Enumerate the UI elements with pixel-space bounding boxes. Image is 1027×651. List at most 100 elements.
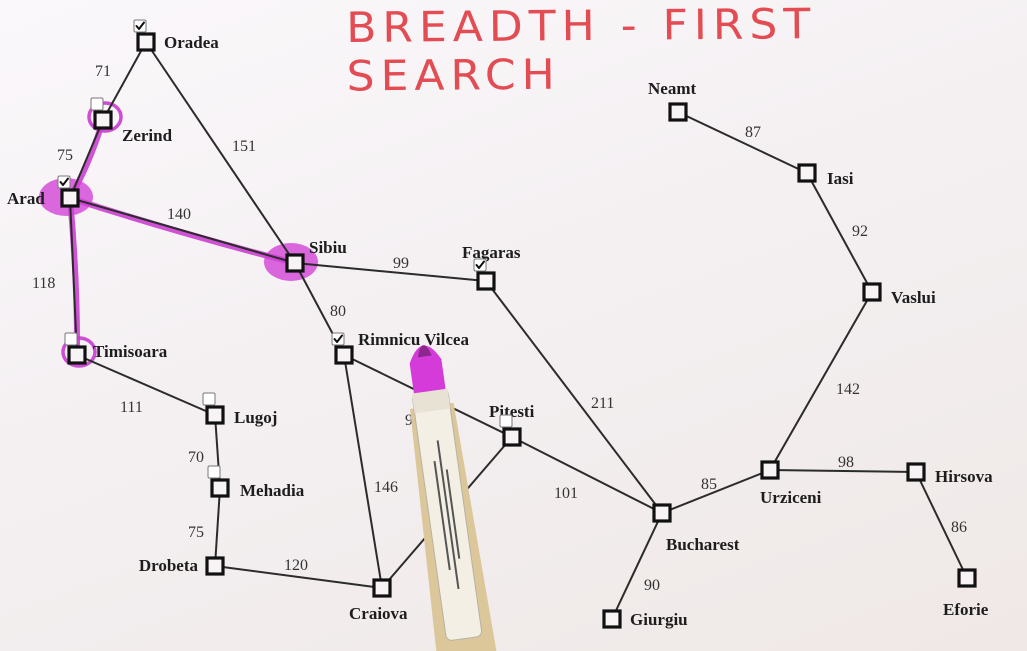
edge-cost-mehadia-drobeta: 75 — [188, 524, 204, 541]
checkbox-lugoj — [202, 392, 216, 406]
checkbox-timisoara — [64, 332, 78, 346]
node-sibiu — [285, 253, 305, 273]
node-drobeta — [205, 556, 225, 576]
node-iasi — [797, 163, 817, 183]
edge-cost-bucharest-urziceni: 85 — [701, 476, 717, 493]
node-oradea — [136, 32, 156, 52]
edge-urziceni-hirsova — [769, 469, 917, 473]
city-label-arad: Arad — [7, 189, 45, 208]
edge-bucharest-giurgiu — [611, 512, 663, 620]
city-label-rimnicu: Rimnicu Vilcea — [358, 330, 469, 349]
edge-fagaras-bucharest — [485, 280, 663, 514]
city-label-vaslui: Vaslui — [891, 288, 936, 307]
edge-cost-hirsova-eforie: 86 — [951, 519, 967, 536]
marker-print — [433, 440, 461, 590]
city-label-hirsova: Hirsova — [935, 467, 993, 486]
edge-cost-sibiu-rimnicu: 80 — [330, 303, 346, 320]
node-bucharest — [652, 503, 672, 523]
highlight-ring-timisoara — [61, 336, 97, 368]
highlight-ring-zerind — [87, 101, 123, 133]
edge-hirsova-eforie — [915, 471, 968, 579]
city-label-sibiu: Sibiu — [309, 238, 347, 257]
checkmark-icon — [333, 334, 343, 343]
city-label-craiova: Craiova — [349, 604, 408, 623]
edge-vaslui-iasi — [806, 172, 873, 293]
edge-bucharest-urziceni — [661, 469, 771, 514]
edge-drobeta-craiova — [214, 565, 383, 589]
edges-layer — [69, 41, 968, 620]
edge-mehadia-drobeta — [214, 487, 221, 567]
edge-urziceni-vaslui — [769, 291, 873, 471]
city-label-urziceni: Urziceni — [760, 488, 822, 507]
edge-cost-zerind-arad: 75 — [57, 147, 73, 164]
marker-tip-shade — [417, 345, 432, 358]
edge-cost-sibiu-fagaras: 99 — [393, 255, 409, 272]
city-label-giurgiu: Giurgiu — [630, 610, 688, 629]
city-label-neamt: Neamt — [648, 79, 696, 98]
edge-cost-pitesti-bucharest: 101 — [554, 485, 578, 502]
checkbox-zerind — [90, 97, 104, 111]
marker-collar — [411, 388, 451, 414]
node-mehadia — [210, 478, 230, 498]
node-hirsova — [906, 462, 926, 482]
edge-arad-timisoara — [69, 197, 78, 356]
node-pitesti — [502, 427, 522, 447]
node-neamt — [668, 102, 688, 122]
checkbox-layer — [57, 19, 513, 479]
node-vaslui — [862, 282, 882, 302]
edge-cost-lugoj-mehadia: 70 — [188, 449, 204, 466]
edge-cost-rimnicu-craiova: 146 — [374, 479, 398, 496]
checkmark-icon — [475, 260, 485, 269]
city-label-bucharest: Bucharest — [666, 535, 740, 554]
edge-pitesti-bucharest — [511, 436, 663, 514]
city-label-iasi: Iasi — [827, 169, 854, 188]
node-rimnicu — [334, 345, 354, 365]
edge-sibiu-fagaras — [294, 262, 487, 282]
edge-arad-sibiu — [69, 197, 296, 264]
marker-tip — [409, 345, 446, 394]
city-label-drobeta: Drobeta — [139, 556, 199, 575]
city-label-fagaras: Fagaras — [462, 243, 521, 262]
edge-cost-oradea-zerind: 71 — [95, 63, 111, 80]
edge-cost-vaslui-iasi: 92 — [852, 223, 868, 240]
edge-cost-arad-timisoara: 118 — [32, 275, 55, 292]
edge-timisoara-lugoj — [76, 354, 216, 416]
edge-cost-urziceni-vaslui: 142 — [836, 381, 860, 398]
edge-cost-iasi-neamt: 87 — [745, 124, 761, 141]
checkbox-pitesti — [499, 414, 513, 428]
costs-layer: 71 151 75 140 118 111 70 75 120 99 80 146 9 101 211 90 8… — [32, 63, 967, 594]
city-label-timisoara: Timisoara — [93, 342, 168, 361]
edge-oradea-zerind — [102, 41, 147, 121]
edge-rimnicu-craiova — [343, 354, 383, 589]
edge-cost-oradea-sibiu: 151 — [232, 138, 256, 155]
checkmark-icon — [135, 21, 145, 30]
node-timisoara — [67, 345, 87, 365]
city-label-zerind: Zerind — [122, 126, 173, 145]
city-label-oradea: Oradea — [164, 33, 219, 52]
node-eforie — [957, 568, 977, 588]
edge-cost-arad-sibiu: 140 — [167, 206, 191, 223]
edge-oradea-sibiu — [145, 41, 296, 264]
nodes-layer — [60, 32, 977, 629]
edge-cost-drobeta-craiova: 120 — [284, 557, 308, 574]
checkmark-icon — [59, 177, 69, 186]
node-arad — [60, 188, 80, 208]
node-craiova — [372, 578, 392, 598]
edge-cost-rimnicu-pitesti: 9 — [405, 412, 413, 429]
checkbox-mehadia — [207, 465, 221, 479]
city-label-eforie: Eforie — [943, 600, 989, 619]
edge-cost-timisoara-lugoj: 111 — [120, 399, 143, 416]
node-fagaras — [476, 271, 496, 291]
node-lugoj — [205, 405, 225, 425]
edge-cost-urziceni-hirsova: 98 — [838, 454, 854, 471]
marker-pen — [409, 345, 497, 651]
edge-cost-fagaras-bucharest: 211 — [591, 395, 614, 412]
node-giurgiu — [602, 609, 622, 629]
labels-layer: Oradea Zerind Arad Sibiu Timisoara Lugoj Mehad… — [7, 33, 993, 629]
node-urziceni — [760, 460, 780, 480]
node-zerind — [93, 110, 113, 130]
edge-cost-bucharest-giurgiu: 90 — [644, 577, 660, 594]
city-label-mehadia: Mehadia — [240, 481, 305, 500]
